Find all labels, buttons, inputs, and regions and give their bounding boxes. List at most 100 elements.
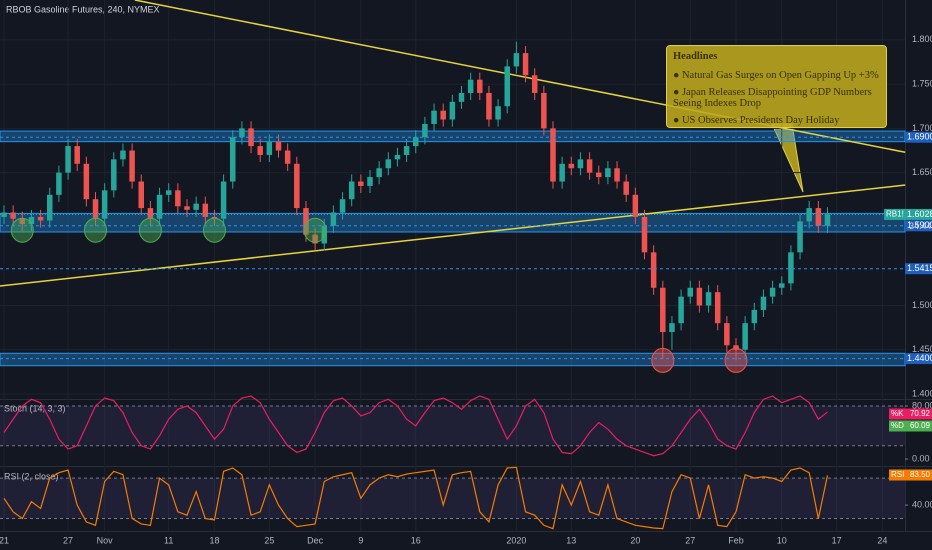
candle-body [742,323,748,350]
indicator-tag-name: %K [891,409,904,418]
level-tag [905,131,932,143]
candle-body [101,190,108,219]
indicator-tag [889,469,932,481]
candle-body [37,216,44,221]
candle-body [687,287,693,297]
y-tick-label: 1.5000 [912,300,932,310]
candle-body [596,172,602,178]
candle-body [129,150,135,182]
x-tick-label: 20 [630,535,640,545]
candle-body [47,194,53,221]
indicator-tag-value: 60.09 [910,421,931,430]
highlight-circle [138,217,162,243]
indicator-tag-name: RSI [891,470,904,479]
level-tag [905,263,932,275]
level-tag-label: 1.5415 [907,263,932,273]
candle-body [376,168,382,178]
candle-body [577,159,584,169]
indicator-tag [889,420,932,432]
candle-body [257,146,263,155]
candle-body [147,208,154,219]
candle-body [202,203,209,217]
candle-body [705,292,712,306]
level-tag [905,220,932,232]
x-tick-label: Feb [728,535,744,545]
headline: ● US Observes Presidents Day Holiday [673,115,840,126]
candle-body [669,323,675,333]
candle-body [559,163,565,182]
level-tag-label: 1.6900 [907,132,932,142]
symbol-tag [884,208,905,220]
candle-body [156,194,163,219]
highlight-circle [303,217,327,243]
candle-body [449,101,456,120]
candle-body [165,190,172,195]
candle-body [19,218,26,225]
y-tick-label: 1.8000 [912,34,932,44]
candle-body [239,128,245,138]
candle-body [632,194,639,217]
candle-body [605,168,611,178]
candle-body [230,137,236,182]
candle-body [779,283,785,288]
candle-body [714,292,721,324]
candle-body [413,137,419,147]
x-tick-label: 27 [685,535,695,545]
x-tick-label: 16 [411,535,421,545]
candle-body [660,287,666,333]
candle-body [266,141,273,155]
candle-body [513,53,520,67]
countdown: 34:44 [909,221,932,231]
headline: ● Japan Releases Disappointing GDP Numbe… [673,87,872,109]
level-tag [905,353,932,365]
indicator-label: Stoch (14, 3, 3) [4,403,66,413]
candle-body [175,190,181,207]
headline: ● Natural Gas Surges on Open Gapping Up … [673,70,879,81]
candle-body [74,146,80,164]
candle-body [248,128,254,147]
y-tick-label: 40.00 [912,499,932,509]
x-tick-label: Nov [97,535,114,545]
candle-body [641,216,648,253]
candle-body [184,206,190,210]
candle-body [650,252,657,288]
candle-body [422,123,428,138]
candle-body [788,252,794,284]
support-zone [0,352,906,367]
candle-body [284,150,291,164]
candle-body [531,75,538,93]
indicator-band [0,405,905,446]
candle-body [330,212,337,226]
candle-body [138,181,144,209]
price-tag-label: 1.6028 [907,209,932,219]
candle-body [65,146,71,173]
candle-body [440,110,446,120]
candle-body [220,181,227,219]
candle-body [586,159,593,173]
candle-body [56,172,62,195]
candle-body [467,79,474,93]
x-tick-label: 25 [264,535,274,545]
x-tick-label: 13 [566,535,576,545]
x-tick-label: 27 [63,535,73,545]
x-tick-label: 24 [877,535,887,545]
candle-body [321,225,327,244]
candle-body [760,296,767,310]
candle-body [1,212,7,217]
headlines-title: Headlines [673,51,718,62]
candle-body [403,146,410,155]
level-tag-label: 1.4400 [907,353,932,363]
candle-body [751,309,758,324]
x-tick-label: 2020 [506,535,526,545]
candle-body [294,163,300,209]
candle-body [696,287,703,306]
candle-body [614,168,620,182]
candle-body [806,208,812,222]
candle-body [495,106,501,120]
candle-body [339,199,346,213]
candle-body [431,110,437,124]
x-tick-label: 9 [358,535,363,545]
candle-body [797,221,803,253]
price-tag [905,208,932,220]
